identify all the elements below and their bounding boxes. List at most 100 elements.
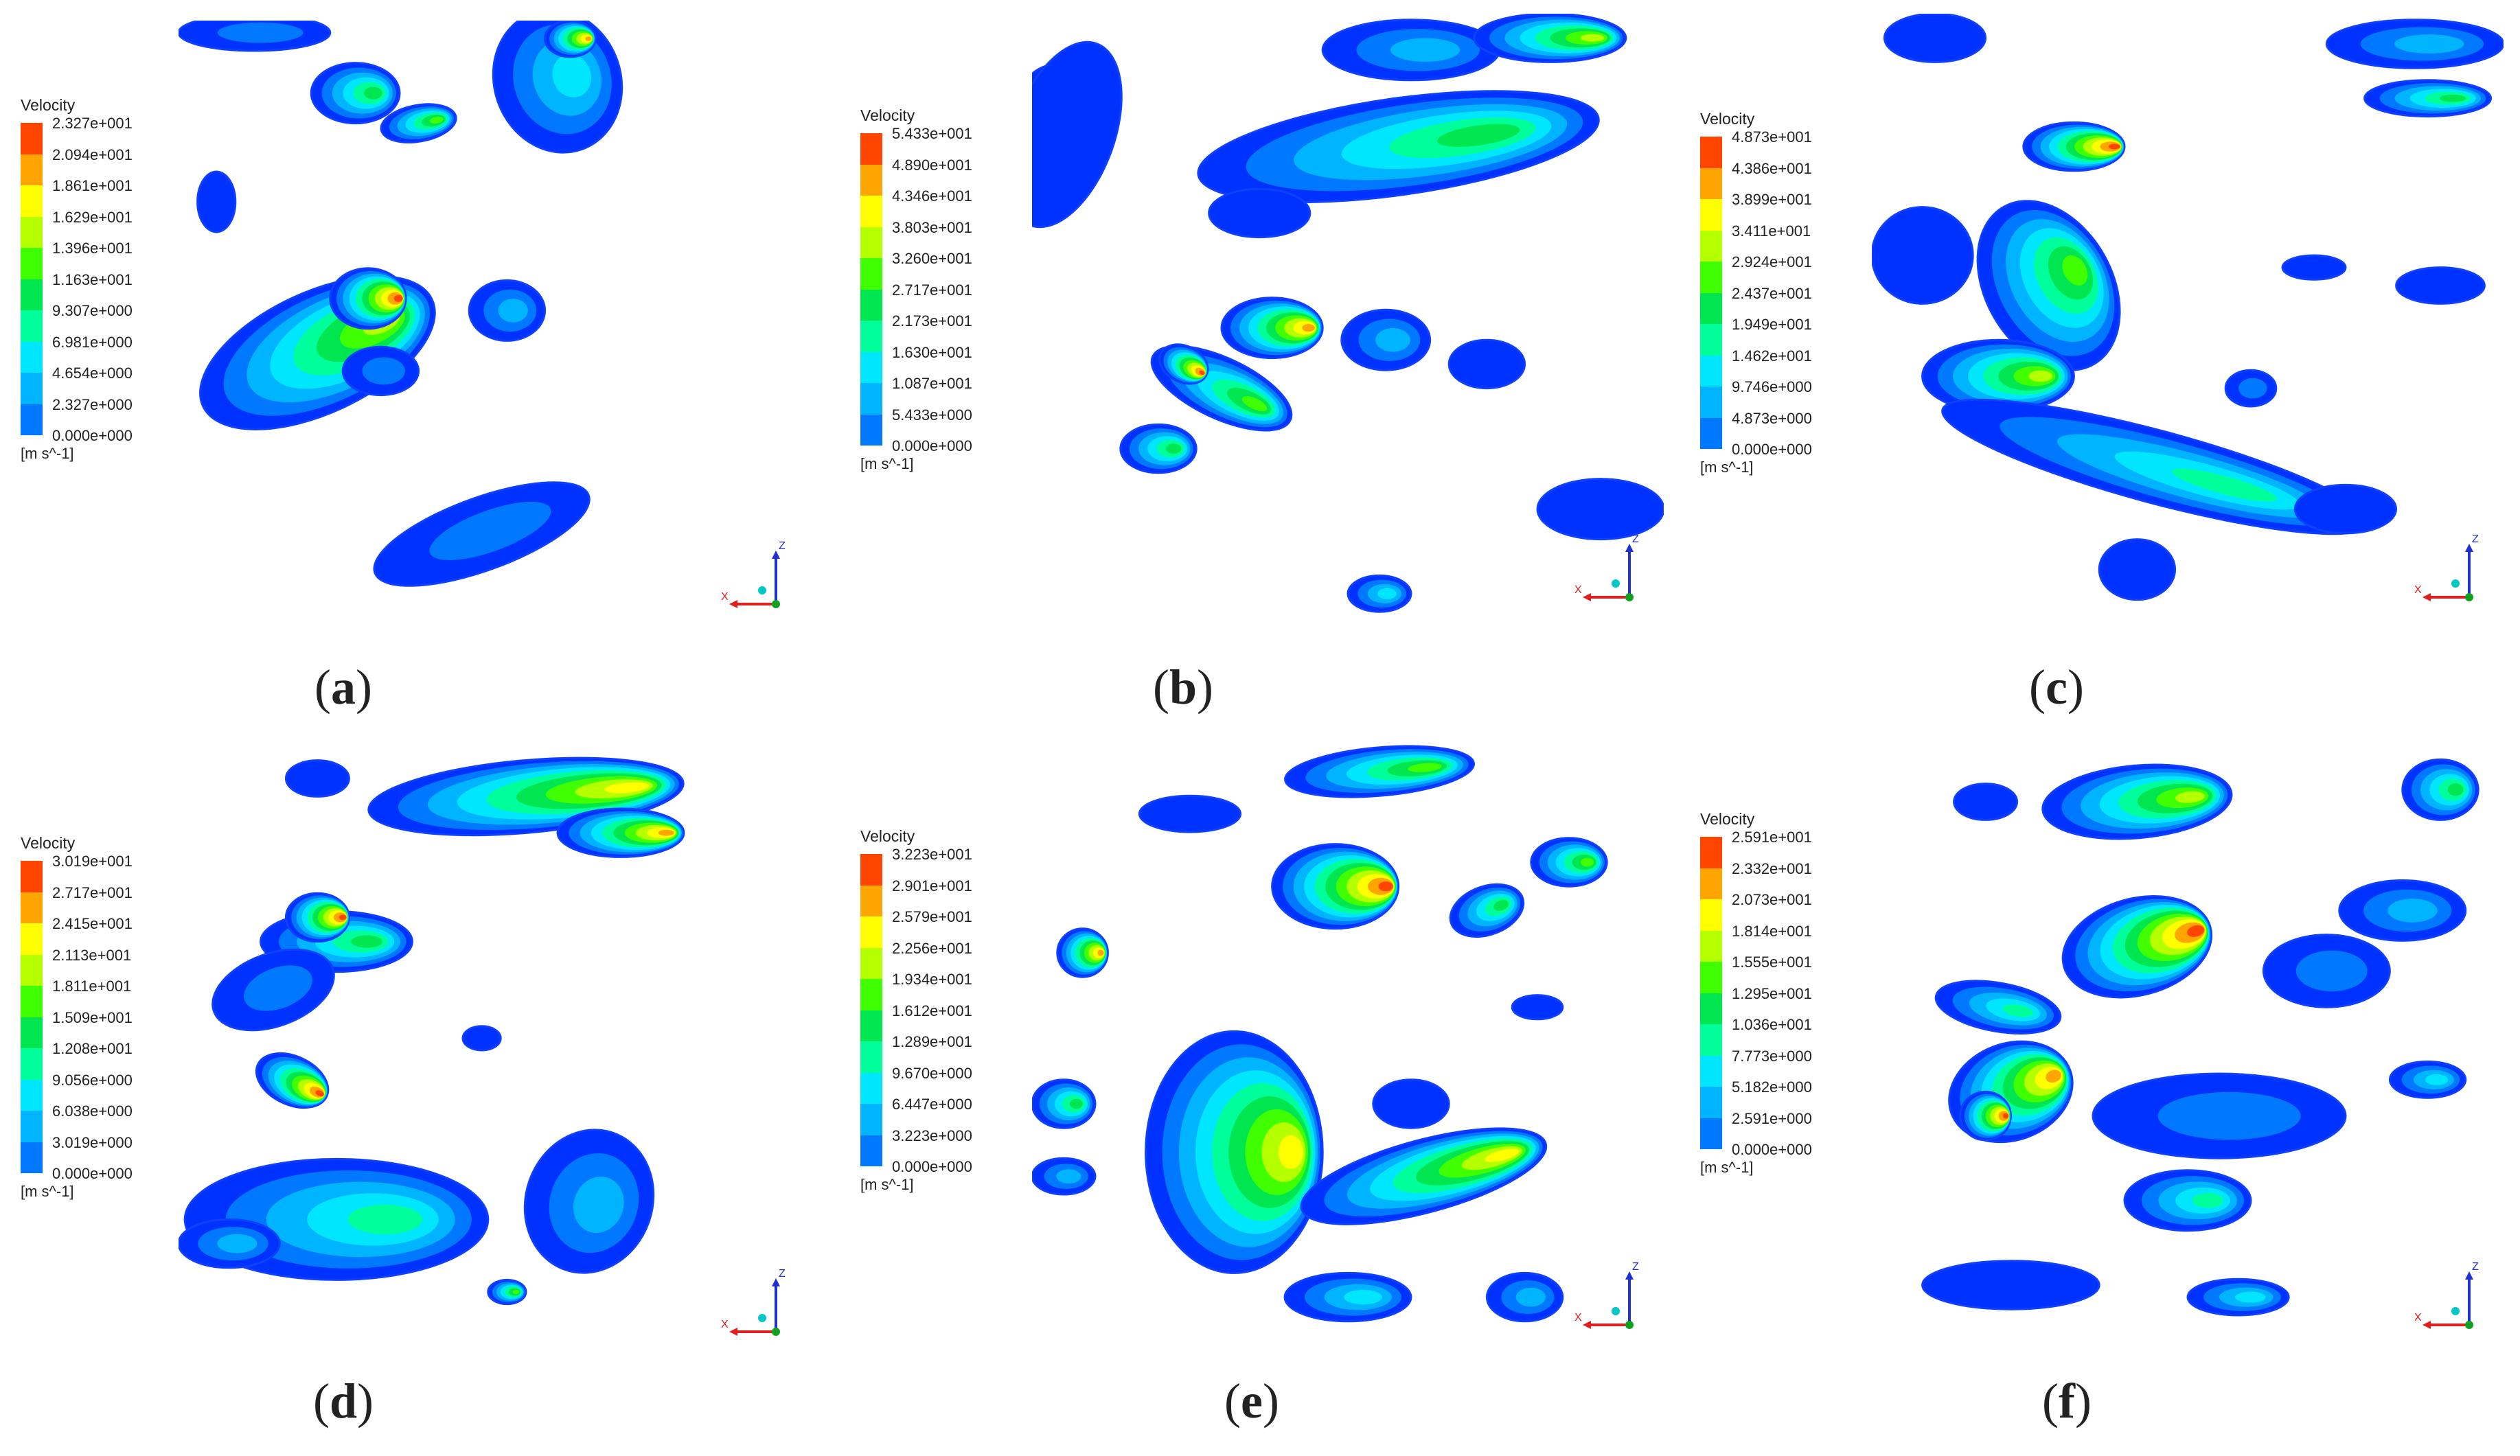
flow-region <box>1032 1078 1097 1129</box>
color-swatch <box>1700 167 1722 199</box>
color-swatch <box>21 248 43 279</box>
color-swatch <box>21 123 43 154</box>
color-swatch <box>21 954 43 986</box>
contour-level <box>2293 483 2398 535</box>
panel-caption: (f) <box>2042 1374 2092 1429</box>
flow-region <box>1158 343 1209 385</box>
contour-level <box>1390 38 1461 62</box>
legend-tick-label: 1.289e+001 <box>892 1033 972 1050</box>
flow-region <box>1032 1157 1097 1196</box>
contour-level <box>217 1234 257 1253</box>
legend-tick-label: 5.433e+000 <box>892 406 972 424</box>
axis-triad: ZX <box>1574 533 1639 601</box>
legend-tick-label: 2.437e+001 <box>1732 284 1812 302</box>
legend-title: Velocity <box>860 106 915 124</box>
legend-tick-label: 6.038e+000 <box>52 1102 133 1120</box>
legend-tick-label: 1.555e+001 <box>1732 954 1812 971</box>
contour-level <box>2440 94 2466 102</box>
contour-level <box>2172 468 2277 502</box>
flow-region <box>1283 1271 1412 1323</box>
contour-level <box>1302 324 1315 332</box>
contour-level <box>573 1177 624 1234</box>
contour-level <box>2235 1291 2266 1303</box>
contour-level <box>1378 881 1393 892</box>
contour-level <box>2062 255 2088 286</box>
legend-tick-label: 1.861e+001 <box>52 177 133 194</box>
legend-tick-label: 2.415e+001 <box>52 915 133 932</box>
flow-region <box>199 275 436 430</box>
flow-region <box>1536 478 1664 541</box>
contour-level <box>498 299 528 323</box>
panel-c: Velocity 4.873e+001 4.386e+001 3.899e+001 3.… <box>1680 0 2519 728</box>
axis-label-x: X <box>721 1319 729 1330</box>
flow-region <box>1953 783 2019 821</box>
flow-region <box>1485 1271 1564 1323</box>
color-swatch <box>1700 899 1722 931</box>
velocity-legend: Velocity 3.223e+001 2.901e+001 2.579e+001 2.… <box>860 827 972 1207</box>
legend-tick-label: 3.803e+001 <box>892 218 972 236</box>
contour-level <box>1377 588 1397 599</box>
contour-level <box>2002 1004 2034 1017</box>
legend-tick-label: 2.579e+001 <box>892 908 972 925</box>
legend-tick-label: 9.670e+000 <box>892 1064 972 1082</box>
contour-level <box>1515 1287 1546 1307</box>
flow-region <box>1372 1078 1450 1129</box>
color-swatch <box>21 216 43 248</box>
color-swatch <box>1700 1055 1722 1087</box>
contour-level <box>1953 783 2019 821</box>
legend-tick-label: 1.934e+001 <box>892 971 972 988</box>
legend-tick-label: 3.223e+001 <box>892 846 972 863</box>
contour-level <box>1511 994 1564 1021</box>
flow-region <box>2262 934 2391 1008</box>
color-swatch <box>21 310 43 342</box>
flow-region <box>1921 1260 2100 1310</box>
legend-tick-label: 4.654e+000 <box>52 365 133 382</box>
axis-triad: ZX <box>2414 1261 2479 1329</box>
flow-region <box>373 481 591 587</box>
legend-title: Velocity <box>21 96 76 114</box>
color-swatch <box>21 279 43 310</box>
legend-tick-label: 1.509e+001 <box>52 1008 133 1026</box>
legend-tick-label: 2.094e+001 <box>52 146 133 163</box>
color-swatch <box>21 1142 43 1173</box>
flow-region <box>523 1129 655 1274</box>
contour-level <box>1408 763 1442 772</box>
legend-tick-label: 1.295e+001 <box>1732 984 1812 1002</box>
legend-tick-label: 3.411e+001 <box>1732 222 1811 240</box>
axis-label-x: X <box>721 591 729 603</box>
contour-level <box>2187 925 2205 937</box>
flow-region <box>468 279 547 342</box>
contour-level <box>1372 1078 1450 1129</box>
axis-label-x: X <box>1574 1312 1582 1324</box>
flow-region <box>2363 79 2493 118</box>
color-swatch <box>21 404 43 435</box>
color-swatch <box>1700 993 1722 1024</box>
legend-title: Velocity <box>860 827 915 845</box>
flow-region <box>2123 1169 2252 1232</box>
color-swatch <box>21 373 43 404</box>
contour-level <box>2028 370 2053 382</box>
flow-region <box>196 170 237 233</box>
flow-region <box>1948 1040 2074 1144</box>
axis-label-x: X <box>2414 1312 2422 1324</box>
flow-region <box>1119 423 1198 474</box>
contour-level <box>362 357 405 385</box>
contour-level <box>1032 41 1123 229</box>
legend-tick-label: 0.000e+000 <box>1732 1141 1812 1158</box>
color-swatch <box>860 854 882 886</box>
color-swatch <box>1700 262 1722 293</box>
color-swatch <box>860 1072 882 1104</box>
contour-level <box>2238 378 2267 399</box>
contour-level <box>1580 857 1594 867</box>
color-swatch <box>1700 1087 1722 1118</box>
legend-tick-label: 2.327e+001 <box>52 115 133 132</box>
legend-tick-label: 1.163e+001 <box>52 270 133 288</box>
contour-level <box>512 1289 520 1295</box>
axis-label-z: Z <box>1632 533 1639 545</box>
flow-region <box>2098 538 2177 601</box>
contour-level <box>2108 143 2120 150</box>
contour-level <box>1138 794 1242 833</box>
contour-level <box>1199 370 1205 375</box>
flow-region <box>1511 994 1564 1021</box>
color-swatch <box>1700 930 1722 962</box>
